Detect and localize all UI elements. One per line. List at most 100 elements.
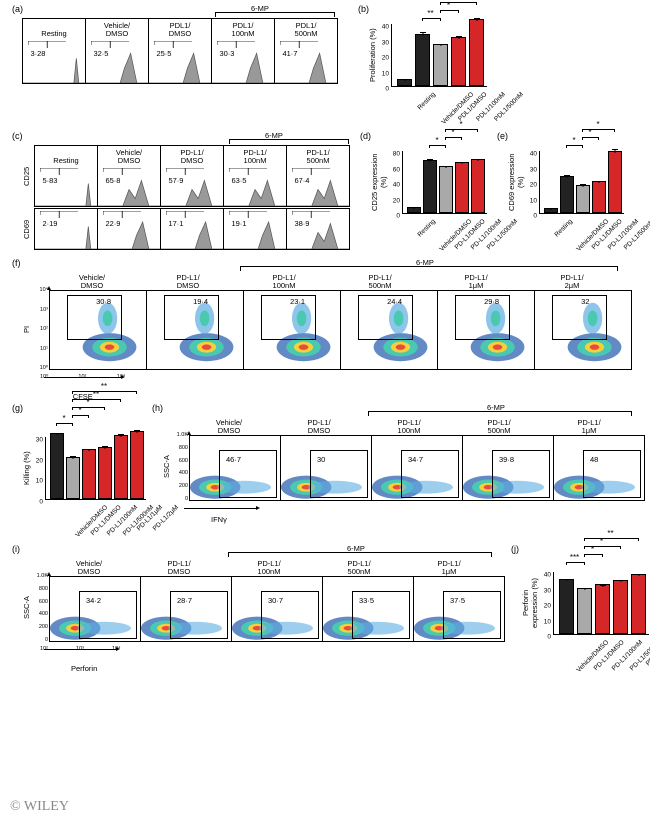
panel-d: (d) CD25 expression (%) 020406080 * * — [370, 135, 487, 256]
hist-plot: 22·9 — [98, 209, 160, 249]
bar-ylabel: Killing (%) — [22, 437, 31, 499]
ytick: 20 — [36, 457, 43, 464]
bar — [592, 181, 606, 213]
gate-value: 28·7 — [177, 596, 192, 605]
gate-value: 34·7 — [408, 455, 423, 464]
bar — [50, 433, 64, 499]
flow-cell: 30·8 — [50, 291, 147, 369]
hist-cell: 2·19 — [35, 209, 98, 249]
hist-title: Vehicle/DMSO — [98, 146, 160, 166]
bar — [433, 44, 448, 86]
hist-cell: Resting5·83 — [35, 146, 98, 206]
flow-plot: 34·2 — [50, 577, 140, 641]
gate-value: 32 — [581, 297, 589, 306]
bar-xlabel: Resting — [416, 91, 437, 112]
bar-xlabel: Resting — [553, 218, 574, 239]
panel-h-label: (h) — [152, 403, 163, 413]
panel-g: (g) Killing (%) 0102030 * * — [22, 407, 146, 542]
panel-j: (j) Perforin expression (%) 010203040 **… — [521, 548, 649, 677]
panel-j-label: (j) — [511, 544, 519, 554]
ytick: 10³ — [40, 307, 48, 313]
bar — [471, 159, 485, 213]
bar — [595, 584, 610, 634]
flow-cell: 29·8 — [438, 291, 535, 369]
ytick: 600 — [179, 458, 188, 464]
sig-marker: * — [592, 120, 604, 129]
gate-value: 37·5 — [450, 596, 465, 605]
bar — [613, 580, 628, 634]
bar-area: *** * * ** — [553, 572, 649, 635]
hist-cell: PD-L1/100nM63·5 — [224, 146, 287, 206]
gate-value: 30·7 — [268, 596, 283, 605]
xtick: 10⁴ — [117, 374, 125, 380]
bar-area: * * * — [539, 151, 624, 214]
ytick: 30 — [544, 587, 551, 594]
bar — [608, 151, 622, 213]
hist-plot: 57·9 — [161, 166, 223, 206]
flow-plot: 24·4 — [341, 291, 437, 369]
ytick: 400 — [39, 611, 48, 617]
flow-title: Vehicle/DMSO — [44, 558, 134, 576]
hist-cell: 19·1 — [224, 209, 287, 249]
ytick: 600 — [39, 599, 48, 605]
hist-plot: 63·5 — [224, 166, 286, 206]
ytick: 40 — [544, 572, 551, 579]
flow-cell: 24·4 — [341, 291, 438, 369]
hist-cell: PD-L1/500nM67·4 — [287, 146, 349, 206]
bar — [423, 160, 437, 213]
ytick: 200 — [179, 483, 188, 489]
xtick: 10⁰ — [40, 374, 48, 380]
panel-c: (c) 6-MP CD25Resting5·83Vehicle/DMSO65·8… — [22, 135, 350, 251]
ytick: 60 — [393, 166, 400, 173]
gate-value: 30 — [317, 455, 325, 464]
panel-e: (e) CD69 expression (%) 010203040 * * — [507, 135, 624, 256]
flow-title: PD-L1/1μM — [404, 558, 494, 576]
hist-plot: 38·9 — [287, 209, 349, 249]
panel-c-label: (c) — [12, 131, 23, 141]
sig-marker: * — [431, 136, 443, 145]
bar — [82, 449, 96, 499]
ytick: 80 — [393, 151, 400, 158]
hist-title: PD-L1/100nM — [224, 146, 286, 166]
flow-xlabel: Perforin — [71, 664, 505, 673]
flow-title: PD-L1/500nM — [454, 417, 544, 435]
flow-plot: 29·8 — [438, 291, 534, 369]
panel-f: (f) 6-MPVehicle/DMSOPD-L1/DMSOPD-L1/100n… — [22, 262, 632, 401]
flow-cell: 46·7 — [190, 436, 281, 500]
hist-plot: 17·1 — [161, 209, 223, 249]
hist-title: PD-L1/DMSO — [161, 146, 223, 166]
flow-cell: 34·7 — [372, 436, 463, 500]
xtick: 10³ — [76, 646, 84, 652]
hist-cell: Vehicle/DMSO32·5 — [86, 19, 149, 83]
hist-plot: 5·83 — [35, 166, 97, 206]
flow-title: PD-L1/100nM — [364, 417, 454, 435]
ytick: 10 — [36, 478, 43, 485]
hist-title: PDL1/DMSO — [149, 19, 211, 39]
flow-cell: 39·8 — [463, 436, 554, 500]
hist-title: PDL1/500nM — [275, 19, 337, 39]
bar — [455, 162, 469, 213]
sig-marker: * — [58, 414, 70, 423]
flow-plot: 19·4 — [147, 291, 243, 369]
flow-title: PD-L1/1μM — [428, 272, 524, 290]
ytick: 10 — [530, 197, 537, 204]
bar — [469, 19, 484, 86]
bar — [397, 79, 412, 86]
ytick: 0 — [185, 496, 188, 502]
ytick: 20 — [530, 182, 537, 189]
hist-row: Resting5·83Vehicle/DMSO65·8PD-L1/DMSO57·… — [34, 145, 350, 207]
flow-cell: 19·4 — [147, 291, 244, 369]
flow-title: PD-L1/2μM — [524, 272, 620, 290]
gate-value: 34·2 — [86, 596, 101, 605]
bar — [560, 176, 574, 213]
gate-value: 24·4 — [387, 297, 402, 306]
flow-title: Vehicle/DMSO — [44, 272, 140, 290]
row-ylabel: CD25 — [22, 145, 34, 207]
flow-plot: 30·8 — [50, 291, 146, 369]
bar-ylabel: Perforin expression (%) — [521, 572, 539, 634]
xtick: 10⁴ — [112, 646, 120, 652]
bar — [130, 431, 144, 499]
flow-title: PD-L1/DMSO — [274, 417, 364, 435]
gate-value: 29·8 — [484, 297, 499, 306]
flow-title: Vehicle/DMSO — [184, 417, 274, 435]
